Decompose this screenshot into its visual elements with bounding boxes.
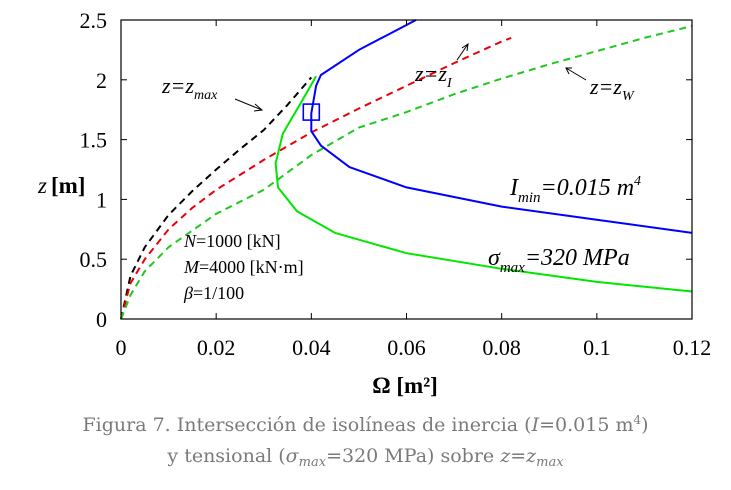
label-zI: z=zI: [414, 61, 453, 91]
arrow-zI-head: [461, 42, 469, 52]
x-tick-label: 0.02: [197, 335, 236, 360]
y-axis-label: z [m]: [37, 173, 85, 198]
tick-layer: 0 0.02 0.04 0.06 0.08 0.1 0.12 0 0.5 1 1.5 2 2.5: [80, 8, 712, 360]
arrow-zI: [456, 43, 469, 61]
series-line-2: [120, 25, 693, 320]
param-n: N=1000 [kN]: [183, 231, 281, 251]
y-axis-var: z: [37, 173, 47, 198]
arrow-zW-head: [565, 67, 572, 75]
arrow-zmax: [234, 98, 263, 111]
series-line-4: [274, 75, 693, 293]
series-line-3: [310, 19, 693, 234]
series-line-1: [120, 36, 512, 320]
figure-caption-line-1: Figura 7. Intersección de isolíneas de i…: [82, 413, 649, 436]
y-tick-label: 0: [96, 307, 107, 332]
label-zmax: z=zmax: [161, 73, 218, 103]
x-tick-label: 0.12: [673, 335, 712, 360]
y-tick-label: 1: [96, 187, 107, 212]
label-sigma: σmax=320 MPa: [488, 245, 630, 276]
x-tick-label: 0.1: [583, 335, 611, 360]
y-tick-label: 0.5: [80, 247, 108, 272]
x-tick-label: 0: [116, 335, 127, 360]
param-beta: β=1/100: [183, 283, 244, 303]
intersection-marker: [302, 103, 321, 121]
x-axis-label: Ω [m²]: [372, 373, 438, 398]
y-tick-label: 1.5: [80, 128, 108, 153]
series-layer: [120, 19, 693, 320]
arrow-zW: [565, 67, 587, 81]
arrow-zmax-head: [253, 103, 264, 112]
y-tick-label: 2: [96, 68, 107, 93]
series-line-0: [120, 76, 313, 320]
x-tick-label: 0.08: [482, 335, 521, 360]
chart-canvas: 0 0.02 0.04 0.06 0.08 0.1 0.12 0 0.5 1 1.5 2 2.5 Ω […: [37, 8, 712, 398]
x-tick-label: 0.04: [292, 335, 331, 360]
param-m: M=4000 [kN·m]: [183, 257, 304, 277]
x-tick-label: 0.06: [387, 335, 426, 360]
y-tick-label: 2.5: [80, 8, 108, 33]
y-axis-unit: [m]: [51, 173, 85, 198]
label-imin: Imin=0.015 m4: [509, 174, 641, 206]
label-zW: z=zW: [589, 74, 635, 104]
figure-caption-line-2: y tensional (σmax=320 MPa) sobre z=zmax: [167, 445, 564, 470]
